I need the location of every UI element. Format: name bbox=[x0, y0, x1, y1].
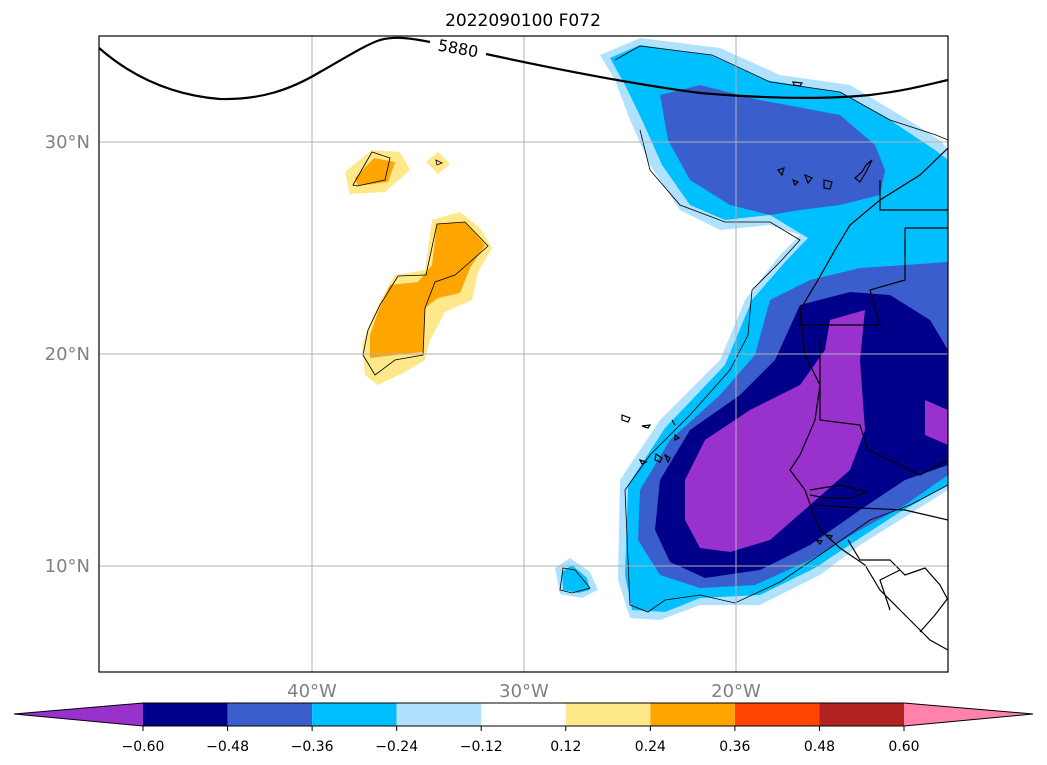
colorbar-tick-label: −0.60 bbox=[122, 739, 165, 755]
colorbar-segment bbox=[481, 703, 566, 726]
colorbar-ticks: −0.60 −0.48 −0.36 −0.24 −0.12 0.12 0.24 0.36 0.4… bbox=[122, 726, 920, 755]
lat-label-10n: 10°N bbox=[45, 556, 90, 577]
colorbar: −0.60 −0.48 −0.36 −0.24 −0.12 0.12 0.24 0.36 0.4… bbox=[13, 702, 1034, 755]
map-title: 2022090100 F072 bbox=[445, 11, 601, 31]
colorbar-segment bbox=[312, 703, 397, 726]
colorbar-segment bbox=[734, 703, 820, 726]
anomaly-contours bbox=[352, 45, 948, 613]
field-mid-blue bbox=[660, 85, 885, 215]
positive-anomaly-region bbox=[345, 150, 492, 385]
colorbar-segment bbox=[565, 703, 651, 726]
colorbar-tick-label: 0.24 bbox=[635, 739, 666, 755]
field-light-yellow-dot bbox=[426, 152, 450, 174]
gridlines bbox=[99, 36, 948, 672]
field-small-blue-core bbox=[562, 565, 590, 593]
coastlines bbox=[621, 81, 948, 651]
colorbar-segment bbox=[227, 703, 313, 726]
colorbar-segment bbox=[396, 703, 482, 726]
colorbar-tick-label: −0.24 bbox=[375, 739, 418, 755]
colorbar-tick-label: 0.12 bbox=[550, 739, 581, 755]
latitude-labels: 30°N 20°N 10°N bbox=[45, 132, 90, 577]
colorbar-segment bbox=[819, 703, 904, 726]
lon-label-30w: 30°W bbox=[499, 681, 549, 702]
africa-coastline bbox=[789, 147, 948, 651]
lon-label-20w: 20°W bbox=[711, 681, 761, 702]
lat-label-20n: 20°N bbox=[45, 344, 90, 365]
field-orange bbox=[370, 222, 485, 358]
country-borders bbox=[799, 180, 948, 633]
longitude-labels: 40°W 30°W 20°W bbox=[287, 681, 761, 702]
madeira-island bbox=[792, 81, 804, 87]
colorbar-extend-low bbox=[14, 703, 143, 726]
colorbar-segment bbox=[650, 703, 735, 726]
negative-anomaly-region bbox=[555, 38, 948, 620]
colorbar-tick-label: 0.48 bbox=[804, 739, 835, 755]
colorbar-segment bbox=[143, 703, 228, 726]
lon-label-40w: 40°W bbox=[287, 681, 337, 702]
cape-verde-islands bbox=[621, 414, 681, 465]
small-islands-south bbox=[814, 534, 834, 545]
colorbar-extend-high bbox=[904, 703, 1033, 726]
colorbar-tick-label: 0.60 bbox=[888, 739, 919, 755]
canary-islands bbox=[776, 159, 873, 190]
field-purple-east bbox=[925, 400, 948, 445]
geopotential-contour-5880 bbox=[99, 36, 948, 101]
colorbar-tick-label: −0.48 bbox=[206, 739, 249, 755]
colorbar-tick-label: −0.12 bbox=[460, 739, 503, 755]
map-panel: 5880 bbox=[98, 35, 949, 673]
map-frame bbox=[98, 35, 949, 673]
lat-label-30n: 30°N bbox=[45, 132, 90, 153]
colorbar-tick-label: 0.36 bbox=[719, 739, 750, 755]
colorbar-segments bbox=[13, 702, 1034, 727]
colorbar-tick-label: −0.36 bbox=[291, 739, 334, 755]
